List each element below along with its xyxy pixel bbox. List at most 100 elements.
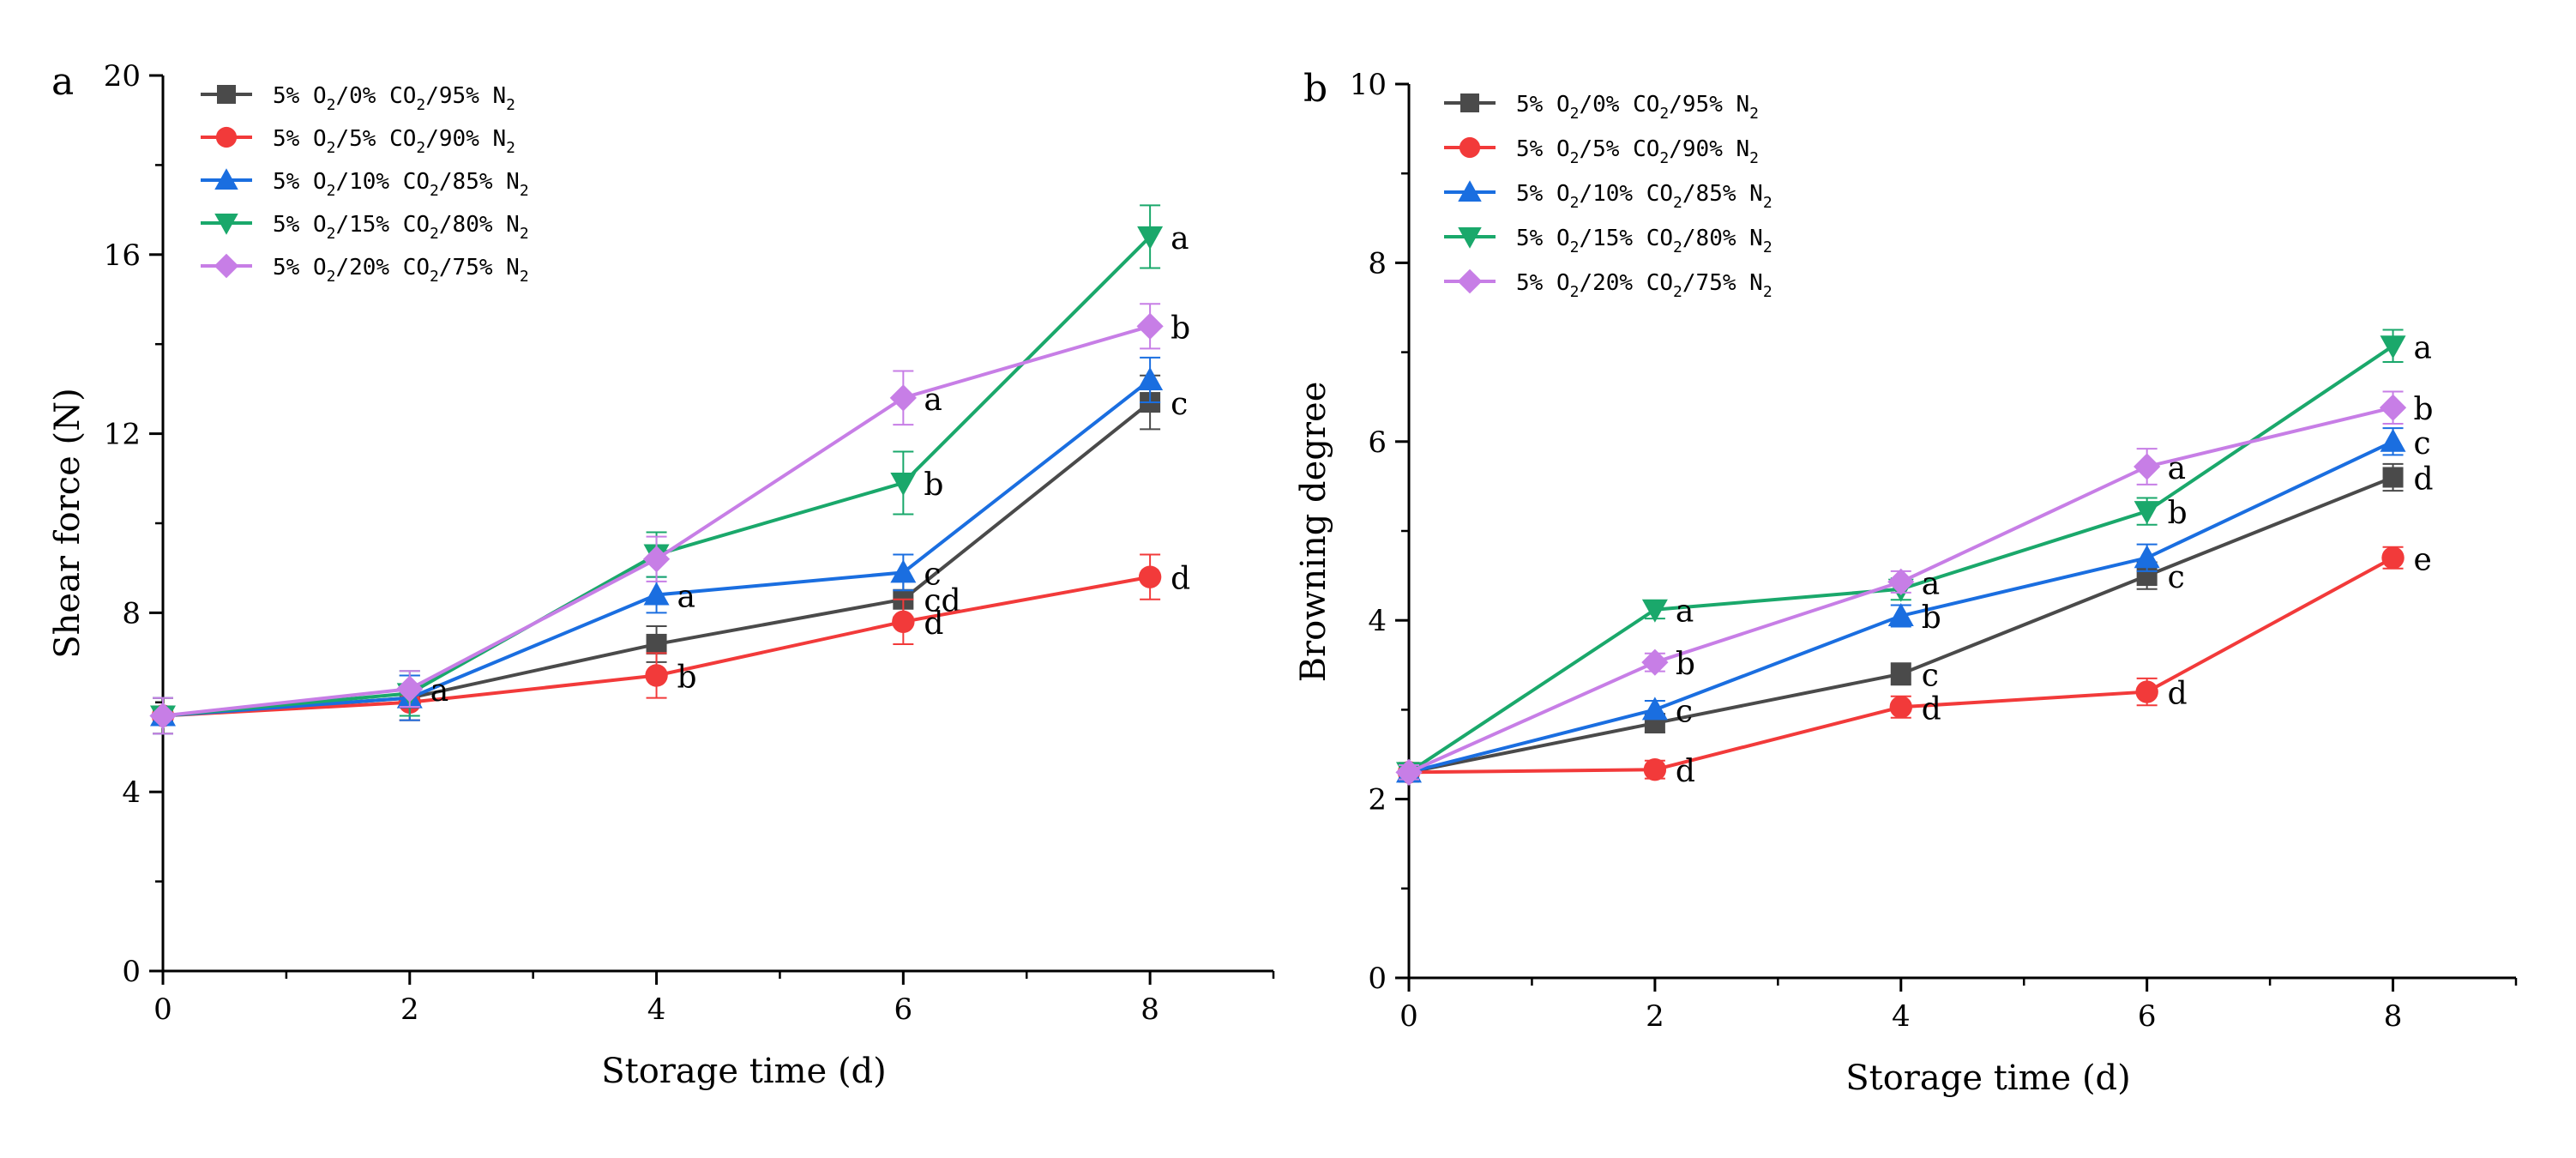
legend-marker bbox=[1459, 136, 1481, 159]
data-point bbox=[1643, 758, 1667, 781]
data-point bbox=[2381, 546, 2404, 570]
legend-subscript: 2 bbox=[1749, 149, 1759, 167]
legend-subscript: 2 bbox=[1570, 238, 1580, 256]
legend-marker bbox=[214, 253, 239, 279]
legend-entry: 5% O2/5% CO2/90% N2 bbox=[1516, 136, 1759, 167]
legend-subscript: 2 bbox=[1673, 238, 1682, 256]
y-tick-label: 4 bbox=[122, 775, 141, 810]
significance-label: a bbox=[1922, 566, 1940, 601]
legend-text-part: /85% N bbox=[1682, 181, 1763, 207]
legend-subscript: 2 bbox=[327, 182, 336, 200]
significance-label: a bbox=[1171, 221, 1189, 256]
panel-letter: b bbox=[1303, 67, 1327, 111]
significance-label: c bbox=[2168, 560, 2185, 595]
legend-entry: 5% O2/0% CO2/95% N2 bbox=[1516, 92, 1759, 123]
significance-label: e bbox=[2414, 542, 2432, 577]
legend-subscript: 2 bbox=[520, 182, 529, 200]
legend-marker bbox=[1458, 180, 1482, 202]
legend-entry: 5% O2/15% CO2/80% N2 bbox=[273, 212, 529, 243]
data-point bbox=[892, 610, 915, 634]
x-axis-title: Storage time (d) bbox=[601, 1052, 887, 1091]
x-tick-label: 6 bbox=[894, 992, 913, 1027]
data-point bbox=[1137, 366, 1164, 390]
significance-label: c bbox=[1171, 387, 1188, 422]
legend-text-part: 5% O bbox=[273, 83, 327, 109]
legend-text-part: /75% N bbox=[1682, 270, 1763, 296]
data-point bbox=[1889, 696, 1912, 719]
legend-text-part: /95% N bbox=[1669, 92, 1749, 118]
significance-label: d bbox=[924, 606, 943, 642]
data-point bbox=[2380, 335, 2406, 359]
significance-label: b bbox=[924, 467, 943, 503]
legend-text-part: /15% CO bbox=[1579, 226, 1673, 251]
legend-subscript: 2 bbox=[1763, 283, 1773, 301]
data-point bbox=[149, 702, 177, 730]
legend-marker bbox=[215, 126, 238, 148]
legend-marker bbox=[214, 168, 238, 190]
legend-subscript: 2 bbox=[1763, 194, 1773, 212]
significance-label: d bbox=[1676, 754, 1695, 789]
legend-subscript: 2 bbox=[430, 268, 439, 286]
significance-label: b bbox=[2168, 496, 2188, 531]
data-point bbox=[1890, 663, 1911, 685]
legend-text-part: /80% N bbox=[1682, 226, 1763, 251]
legend-text-part: 5% O bbox=[273, 169, 327, 195]
legend-subscript: 2 bbox=[1570, 283, 1580, 301]
data-point bbox=[645, 664, 668, 687]
significance-label: a bbox=[2168, 451, 2186, 486]
legend-text-part: 5% O bbox=[1516, 181, 1570, 207]
y-tick-label: 20 bbox=[104, 59, 141, 93]
legend-entry: 5% O2/20% CO2/75% N2 bbox=[1516, 270, 1773, 301]
legend-text-part: /20% CO bbox=[335, 255, 430, 280]
y-tick-label: 12 bbox=[104, 418, 141, 452]
legend-subscript: 2 bbox=[327, 225, 336, 243]
y-tick-label: 10 bbox=[1350, 68, 1387, 102]
legend-subscript: 2 bbox=[327, 96, 336, 114]
legend-entry: 5% O2/15% CO2/80% N2 bbox=[1516, 226, 1773, 256]
significance-label: c bbox=[1676, 694, 1693, 729]
legend-text-part: /80% N bbox=[439, 212, 520, 238]
significance-label: b bbox=[1171, 311, 1190, 346]
legend-subscript: 2 bbox=[327, 268, 336, 286]
legend-text-part: /75% N bbox=[439, 255, 520, 280]
series-3: aba bbox=[1396, 329, 2432, 786]
significance-label: c bbox=[2414, 426, 2431, 461]
legend-subscript: 2 bbox=[1570, 105, 1580, 123]
legend-subscript: 2 bbox=[1673, 283, 1682, 301]
legend: 5% O2/0% CO2/95% N25% O2/5% CO2/90% N25%… bbox=[201, 83, 529, 286]
x-tick-label: 0 bbox=[1399, 999, 1418, 1034]
x-tick-label: 8 bbox=[2384, 999, 2403, 1034]
legend-text-part: 5% O bbox=[273, 212, 327, 238]
data-point bbox=[1641, 697, 1668, 721]
legend-entry: 5% O2/0% CO2/95% N2 bbox=[273, 83, 515, 114]
data-point bbox=[889, 384, 917, 412]
legend-text-part: 5% O bbox=[273, 126, 327, 152]
legend-text-part: /10% CO bbox=[1579, 181, 1673, 207]
legend-subscript: 2 bbox=[1659, 105, 1669, 123]
legend-marker bbox=[1460, 93, 1479, 112]
legend-subscript: 2 bbox=[506, 96, 515, 114]
y-tick-label: 4 bbox=[1368, 604, 1387, 638]
chart-panel-b: 0 2 4 6 8 0 2 4 6 8 10 b Storage time (d) Browning de… bbox=[1294, 67, 2518, 1098]
y-tick-label: 16 bbox=[104, 238, 141, 273]
x-tick-label: 4 bbox=[647, 992, 666, 1027]
series-0: cdc bbox=[153, 374, 1188, 735]
significance-label: a bbox=[677, 580, 695, 615]
significance-label: a bbox=[1676, 594, 1694, 630]
legend-text-part: /95% N bbox=[425, 83, 506, 109]
data-point bbox=[1136, 312, 1164, 340]
data-point bbox=[1641, 648, 1669, 676]
legend-text-part: /20% CO bbox=[1579, 270, 1673, 296]
legend-subscript: 2 bbox=[1749, 105, 1759, 123]
legend-text-part: /5% CO bbox=[335, 126, 416, 152]
significance-label: b bbox=[2414, 392, 2434, 427]
series-4: a a b bbox=[149, 303, 1190, 735]
significance-label: a bbox=[430, 673, 448, 709]
data-point bbox=[890, 473, 917, 497]
legend-marker bbox=[214, 214, 238, 235]
y-tick-label: 8 bbox=[1368, 246, 1387, 280]
y-tick-label: 6 bbox=[1368, 425, 1387, 460]
x-tick-label: 2 bbox=[400, 992, 419, 1027]
